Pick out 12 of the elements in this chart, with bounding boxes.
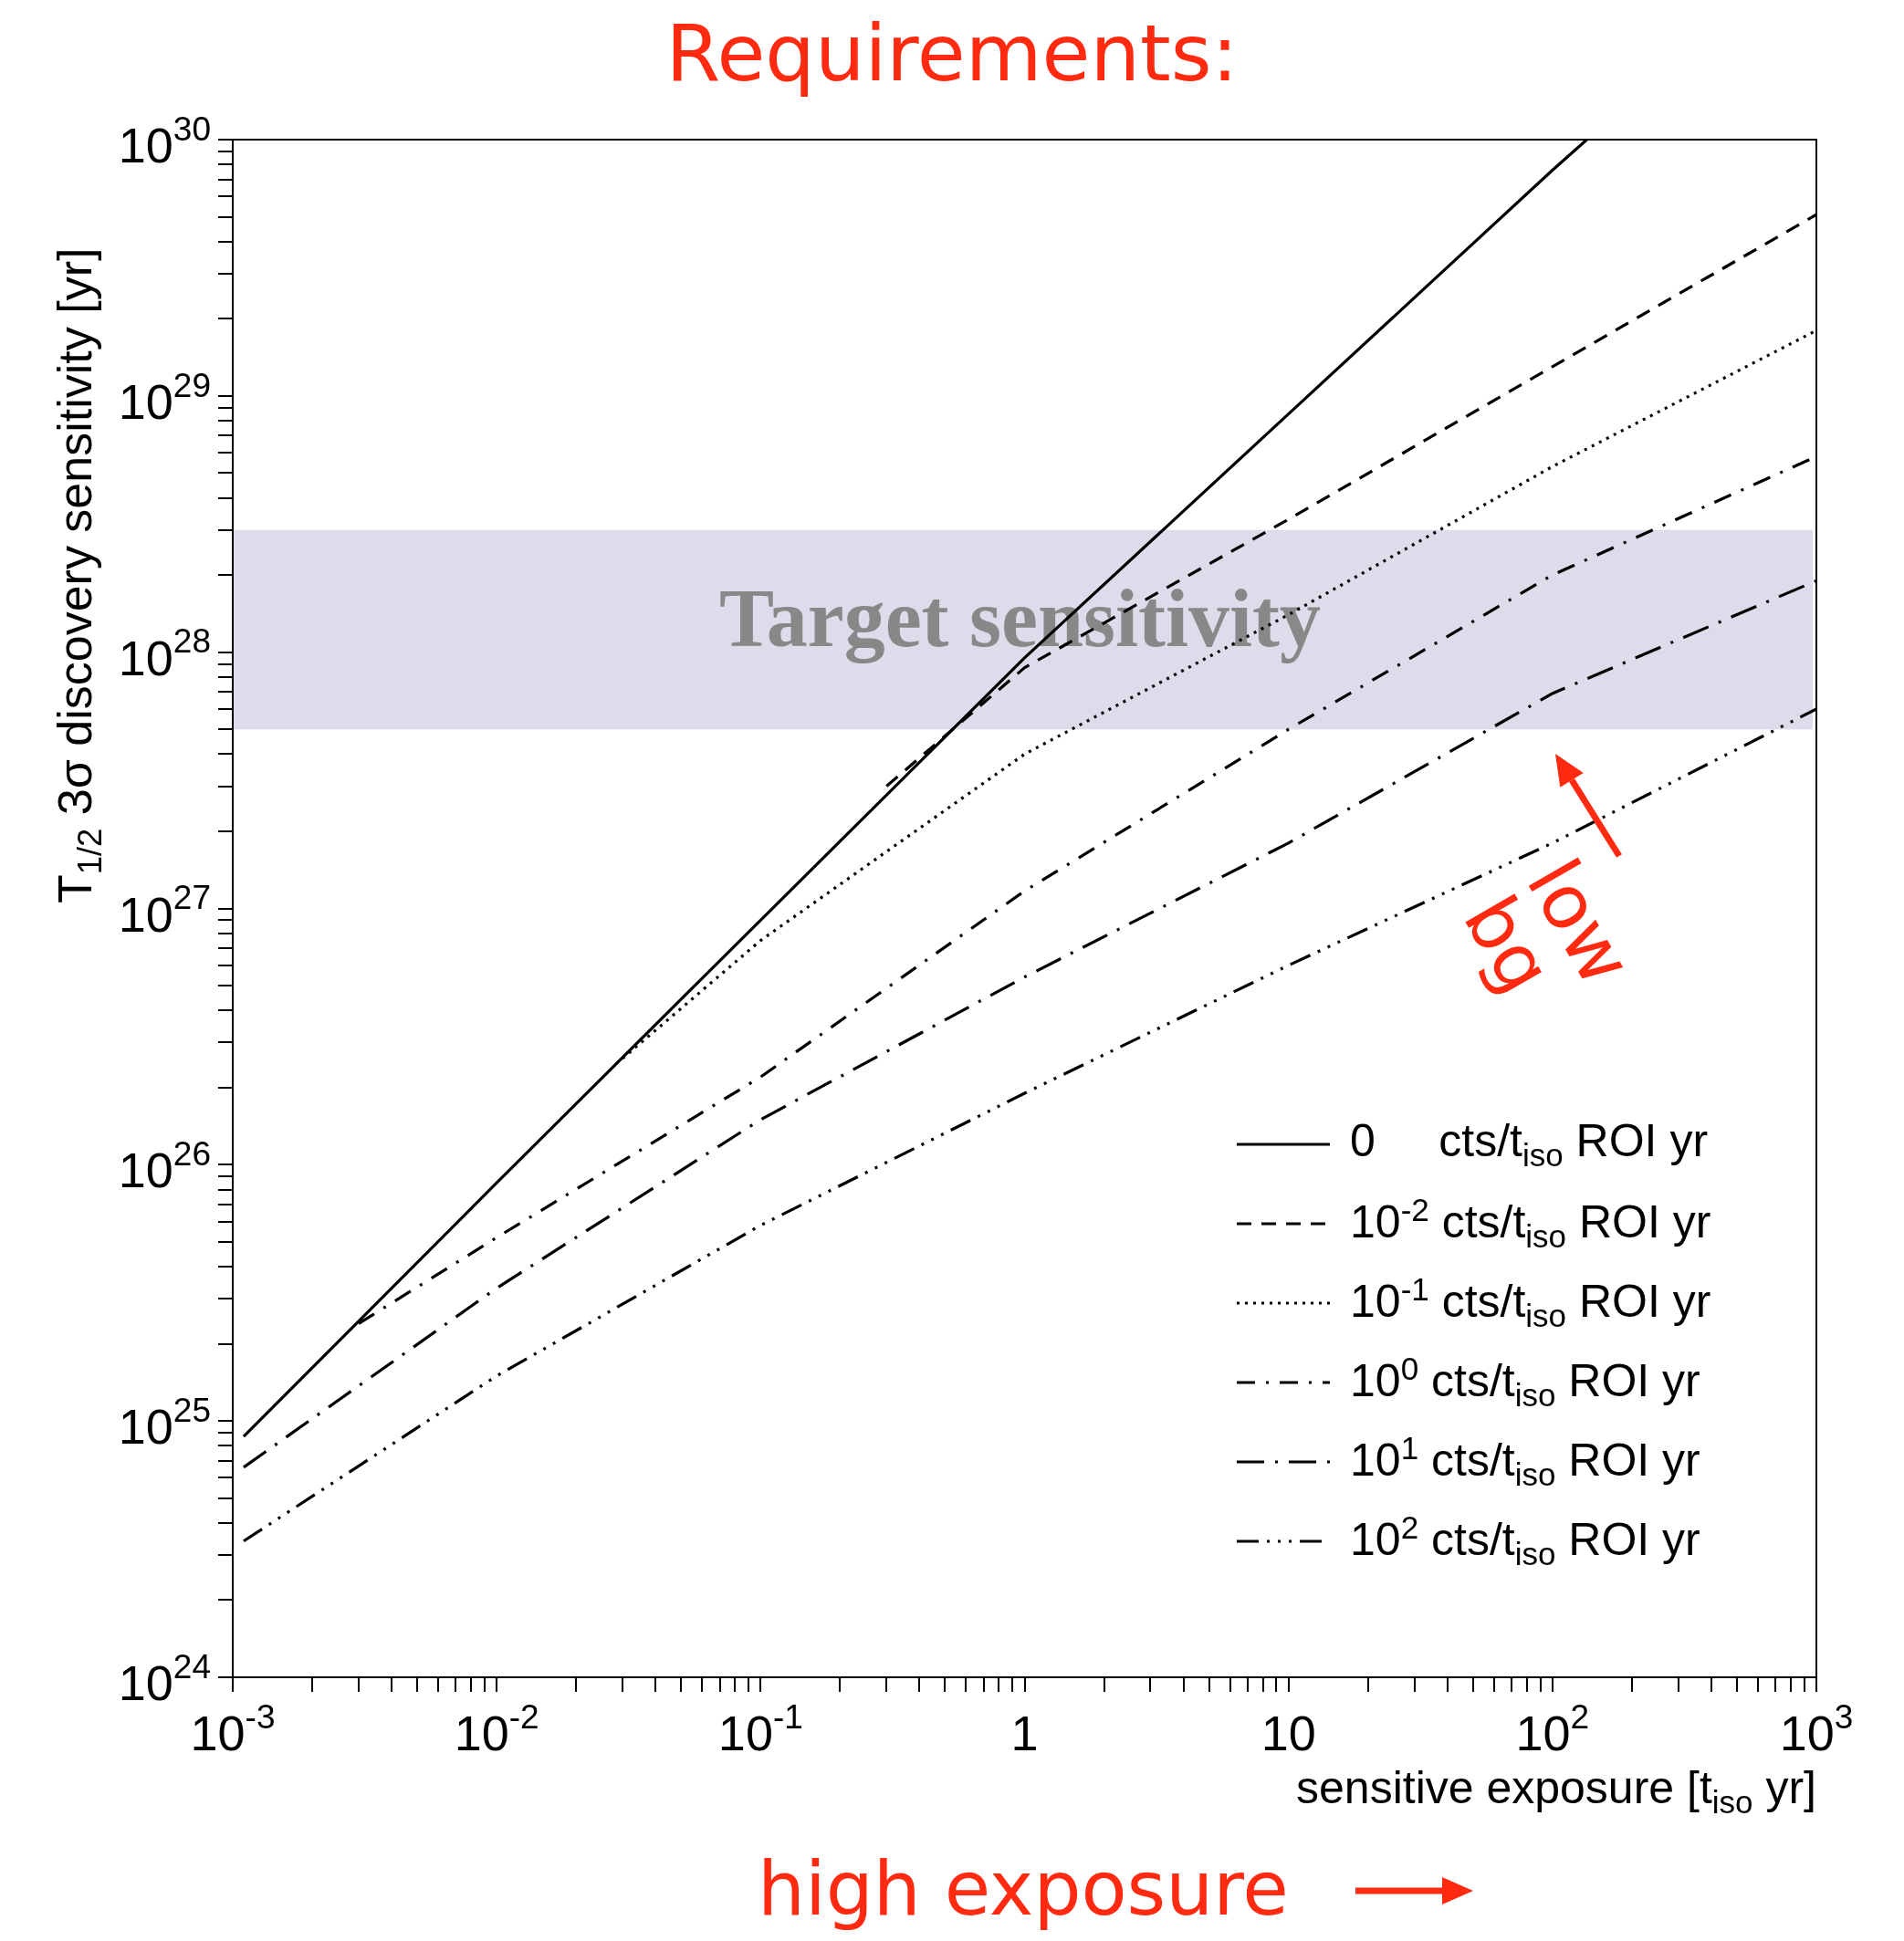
text: high exposure [758, 1845, 1289, 1932]
x-tick-label: 1 [1010, 1706, 1039, 1760]
x-axis-title: sensitive exposure [t$_{iso}$ yr] [1296, 1761, 1816, 1821]
legend-label: 10$^{2}$ cts/t$_{iso}$ ROI yr [1350, 1509, 1700, 1572]
chart-title: Requirements: [664, 7, 1240, 99]
legend-label: 10$^{-1}$ cts/t$_{iso}$ ROI yr [1350, 1271, 1711, 1334]
legend-label: 10$^{1}$ cts/t$_{iso}$ ROI yr [1350, 1430, 1700, 1493]
x-tick-label: 10 [1261, 1706, 1316, 1760]
legend-label: 10$^{0}$ cts/t$_{iso}$ ROI yr [1350, 1351, 1700, 1414]
annotation: low bg [1447, 845, 1650, 1009]
legend-label: 0 cts/t$_{iso}$ ROI yr [1350, 1114, 1709, 1174]
legend-label: 10$^{-2}$ cts/t$_{iso}$ ROI yr [1350, 1192, 1711, 1255]
